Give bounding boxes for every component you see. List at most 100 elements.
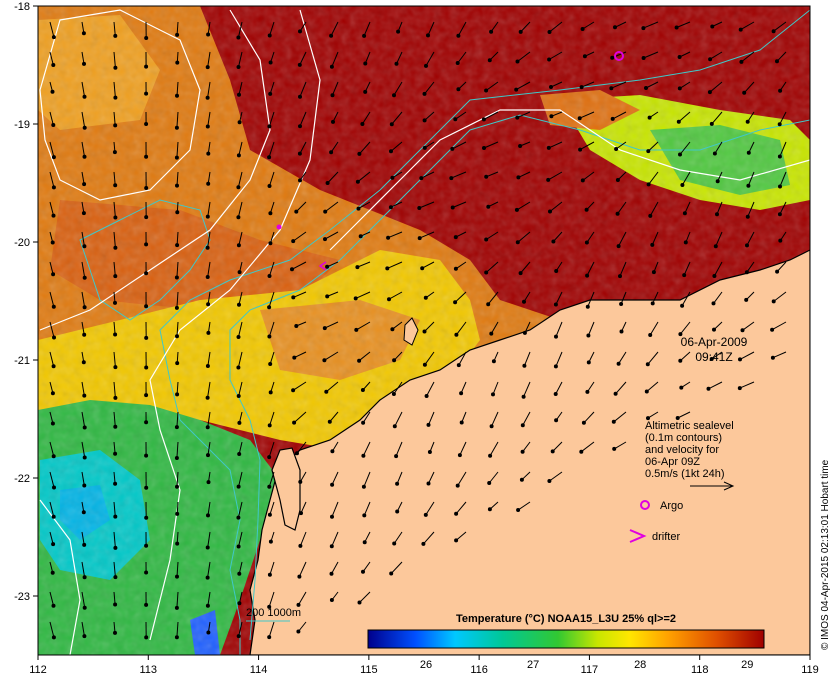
velocity-arrow-head bbox=[144, 365, 149, 370]
velocity-arrow-head bbox=[715, 179, 720, 184]
velocity-arrow bbox=[269, 171, 275, 187]
velocity-arrow-head bbox=[174, 456, 179, 460]
velocity-arrow bbox=[296, 441, 307, 454]
velocity-arrow-head bbox=[81, 360, 86, 365]
velocity-arrow-head bbox=[267, 423, 272, 428]
velocity-arrow-head bbox=[645, 362, 650, 367]
velocity-arrow-head bbox=[81, 510, 86, 515]
drifter-marker bbox=[318, 261, 327, 271]
legend-line3: and velocity for bbox=[645, 444, 719, 456]
velocity-arrow bbox=[364, 51, 371, 64]
velocity-arrow-head bbox=[678, 358, 683, 363]
velocity-arrow-head bbox=[357, 151, 362, 156]
velocity-arrow-head bbox=[236, 215, 241, 220]
velocity-arrow-head bbox=[647, 115, 652, 120]
velocity-arrow-head bbox=[113, 183, 118, 188]
velocity-arrow-head bbox=[522, 299, 526, 304]
velocity-arrow bbox=[268, 591, 275, 608]
velocity-arrow-head bbox=[618, 274, 622, 279]
velocity-arrow-head bbox=[144, 453, 149, 458]
velocity-arrow-head bbox=[554, 269, 559, 273]
velocity-arrow-head bbox=[144, 485, 149, 490]
velocity-arrow bbox=[81, 531, 85, 545]
velocity-arrow bbox=[113, 561, 116, 578]
colorbar-tick-label: 27 bbox=[527, 659, 539, 671]
velocity-arrow-head bbox=[778, 238, 783, 243]
velocity-arrow bbox=[516, 201, 531, 211]
velocity-arrow bbox=[176, 21, 179, 35]
velocity-arrow-head bbox=[144, 64, 149, 69]
velocity-arrow bbox=[586, 261, 595, 276]
velocity-arrow bbox=[49, 141, 55, 158]
velocity-arrow-head bbox=[113, 481, 118, 486]
velocity-arrow bbox=[387, 231, 403, 239]
y-axis-tick-label: -23 bbox=[14, 591, 30, 603]
velocity-arrow bbox=[113, 51, 116, 68]
velocity-arrow-head bbox=[236, 335, 241, 339]
velocity-arrow-head bbox=[487, 481, 492, 485]
velocity-arrow-head bbox=[323, 209, 328, 214]
map-time: 09:41Z bbox=[695, 350, 732, 364]
velocity-arrow-head bbox=[577, 116, 582, 121]
velocity-arrow bbox=[207, 21, 211, 35]
velocity-arrow-head bbox=[683, 240, 688, 245]
velocity-arrow bbox=[582, 21, 595, 30]
velocity-arrow-head bbox=[358, 234, 363, 239]
velocity-arrow-head bbox=[706, 386, 711, 391]
velocity-arrow bbox=[324, 321, 339, 329]
land-island bbox=[403, 317, 419, 346]
velocity-arrow-head bbox=[174, 605, 179, 610]
velocity-arrow-head bbox=[113, 65, 118, 70]
velocity-arrow bbox=[207, 111, 211, 127]
velocity-arrow bbox=[390, 561, 403, 574]
velocity-arrow-head bbox=[712, 151, 717, 156]
velocity-arrow-head bbox=[459, 391, 464, 396]
velocity-arrow bbox=[587, 321, 595, 336]
velocity-arrow bbox=[81, 291, 86, 308]
velocity-arrow bbox=[711, 111, 723, 125]
velocity-arrow-head bbox=[355, 265, 360, 270]
velocity-arrow bbox=[681, 291, 691, 307]
velocity-arrow-head bbox=[236, 185, 241, 190]
velocity-arrow-head bbox=[236, 484, 241, 489]
velocity-arrow-head bbox=[298, 479, 303, 484]
velocity-arrow-head bbox=[323, 237, 327, 242]
velocity-arrow bbox=[454, 291, 467, 303]
velocity-arrow-head bbox=[297, 62, 302, 67]
axis-ticks: 112 113 114 115 116 117 118 119 -18 -19 -20 -21 -22 -… bbox=[14, 1, 819, 676]
velocity-arrow-head bbox=[236, 634, 241, 639]
velocity-arrow bbox=[746, 261, 755, 273]
velocity-arrow-head bbox=[486, 302, 491, 307]
velocity-arrow bbox=[452, 141, 467, 150]
velocity-arrow-head bbox=[740, 328, 745, 333]
colorbar-ticks: 2627282930 bbox=[420, 659, 754, 671]
velocity-arrow-head bbox=[81, 31, 86, 36]
velocity-arrow-head bbox=[206, 32, 211, 37]
velocity-arrow-head bbox=[205, 65, 210, 70]
velocity-arrow-head bbox=[205, 275, 210, 279]
velocity-arrow-head bbox=[205, 95, 210, 100]
velocity-arrow-head bbox=[744, 270, 749, 275]
velocity-arrow-head bbox=[610, 116, 615, 121]
velocity-arrow bbox=[293, 291, 307, 298]
velocity-arrow-head bbox=[51, 123, 56, 127]
velocity-arrow bbox=[238, 291, 243, 305]
velocity-arrow-head bbox=[237, 601, 242, 606]
velocity-arrow bbox=[678, 111, 691, 123]
velocity-arrow-head bbox=[267, 572, 272, 577]
velocity-arrow bbox=[517, 231, 531, 243]
velocity-arrow-head bbox=[739, 59, 744, 64]
velocity-arrow bbox=[358, 201, 371, 210]
velocity-arrow bbox=[523, 381, 531, 397]
velocity-arrow-head bbox=[206, 480, 211, 485]
velocity-arrow-head bbox=[237, 92, 241, 97]
velocity-arrow-head bbox=[174, 125, 179, 130]
velocity-arrow-head bbox=[236, 243, 241, 248]
velocity-arrow bbox=[393, 381, 403, 395]
velocity-arrow bbox=[237, 21, 243, 38]
legend-drifter-label: drifter bbox=[652, 531, 680, 543]
velocity-arrow bbox=[395, 441, 403, 457]
velocity-arrow bbox=[176, 111, 179, 128]
velocity-arrow-head bbox=[362, 540, 367, 545]
velocity-arrow-head bbox=[457, 453, 462, 458]
